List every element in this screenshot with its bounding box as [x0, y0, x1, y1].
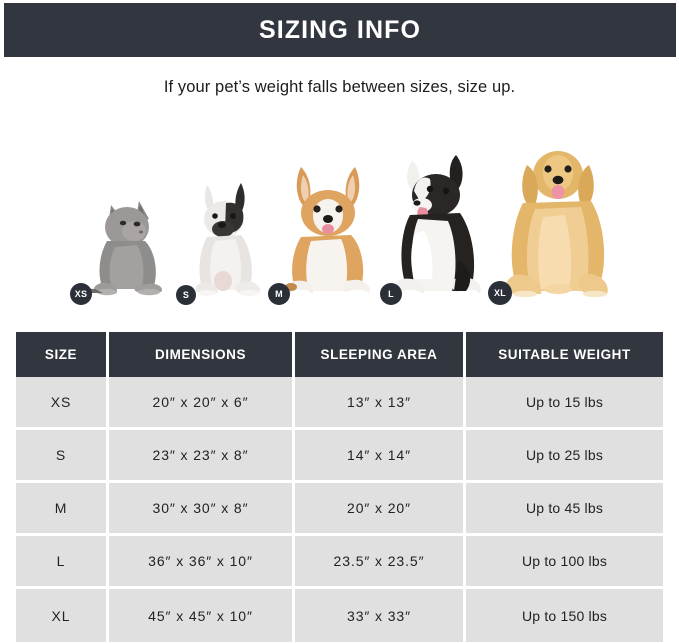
column-header-suitable-weight: SUITABLE WEIGHT — [466, 332, 663, 377]
column-header-dimensions: DIMENSIONS — [109, 332, 295, 377]
size-badge-xs: XS — [70, 283, 92, 305]
cell-dimensions: 45″ x 45″ x 10″ — [109, 589, 295, 642]
table-row: M 30″ x 30″ x 8″ 20″ x 20″ Up to 45 lbs — [16, 483, 663, 536]
table-row: XS 20″ x 20″ x 6″ 13″ x 13″ Up to 15 lbs — [16, 377, 663, 430]
cell-sleeping-area: 33″ x 33″ — [295, 589, 466, 642]
size-badge-m: M — [268, 283, 290, 305]
sizing-table: SIZE DIMENSIONS SLEEPING AREA SUITABLE W… — [16, 332, 663, 642]
size-badge-s: S — [176, 285, 196, 305]
cell-size: L — [16, 536, 109, 589]
cell-weight: Up to 100 lbs — [466, 536, 663, 589]
pet-figure-s: S — [170, 170, 280, 305]
golden-retriever-sitting-icon — [505, 151, 608, 297]
cell-weight: Up to 25 lbs — [466, 430, 663, 483]
table-row: L 36″ x 36″ x 10″ 23.5″ x 23.5″ Up to 10… — [16, 536, 663, 589]
cell-sleeping-area: 23.5″ x 23.5″ — [295, 536, 466, 589]
table-header-row: SIZE DIMENSIONS SLEEPING AREA SUITABLE W… — [16, 332, 663, 377]
cell-size: XS — [16, 377, 109, 430]
table-row: XL 45″ x 45″ x 10″ 33″ x 33″ Up to 150 l… — [16, 589, 663, 642]
table-row: S 23″ x 23″ x 8″ 14″ x 14″ Up to 25 lbs — [16, 430, 663, 483]
page-title: SIZING INFO — [258, 15, 422, 44]
pet-figure-xl: XL — [488, 133, 625, 305]
sizing-subtitle: If your pet’s weight falls between sizes… — [163, 78, 516, 96]
pet-figure-l: L — [380, 143, 500, 305]
border-collie-sitting-icon — [394, 155, 481, 297]
cell-sleeping-area: 13″ x 13″ — [295, 377, 466, 430]
size-badge-m-label: M — [275, 289, 283, 299]
corgi-sitting-icon — [285, 167, 370, 297]
french-bulldog-sitting-icon — [195, 183, 261, 296]
cell-size: XL — [16, 589, 109, 642]
size-badge-l-label: L — [388, 289, 394, 299]
cell-weight: Up to 150 lbs — [466, 589, 663, 642]
cell-weight: Up to 15 lbs — [466, 377, 663, 430]
cell-sleeping-area: 20″ x 20″ — [295, 483, 466, 536]
cell-sleeping-area: 14″ x 14″ — [295, 430, 466, 483]
gray-cat-sitting-icon — [82, 201, 163, 296]
size-badge-xl: XL — [488, 281, 512, 305]
size-badge-xs-label: XS — [74, 289, 88, 299]
pet-figure-m: M — [268, 155, 388, 305]
cell-dimensions: 20″ x 20″ x 6″ — [109, 377, 295, 430]
size-badge-s-label: S — [182, 290, 190, 300]
cell-dimensions: 36″ x 36″ x 10″ — [109, 536, 295, 589]
pet-size-illustrations: XS S — [0, 130, 679, 305]
cell-dimensions: 23″ x 23″ x 8″ — [109, 430, 295, 483]
cell-size: S — [16, 430, 109, 483]
pet-figure-xs: XS — [70, 185, 180, 305]
sizing-info-banner: SIZING INFO — [4, 3, 676, 57]
cell-size: M — [16, 483, 109, 536]
cell-dimensions: 30″ x 30″ x 8″ — [109, 483, 295, 536]
size-badge-xl-label: XL — [494, 288, 506, 298]
size-badge-l: L — [380, 283, 402, 305]
cell-weight: Up to 45 lbs — [466, 483, 663, 536]
column-header-size: SIZE — [16, 332, 109, 377]
column-header-sleeping-area: SLEEPING AREA — [295, 332, 466, 377]
